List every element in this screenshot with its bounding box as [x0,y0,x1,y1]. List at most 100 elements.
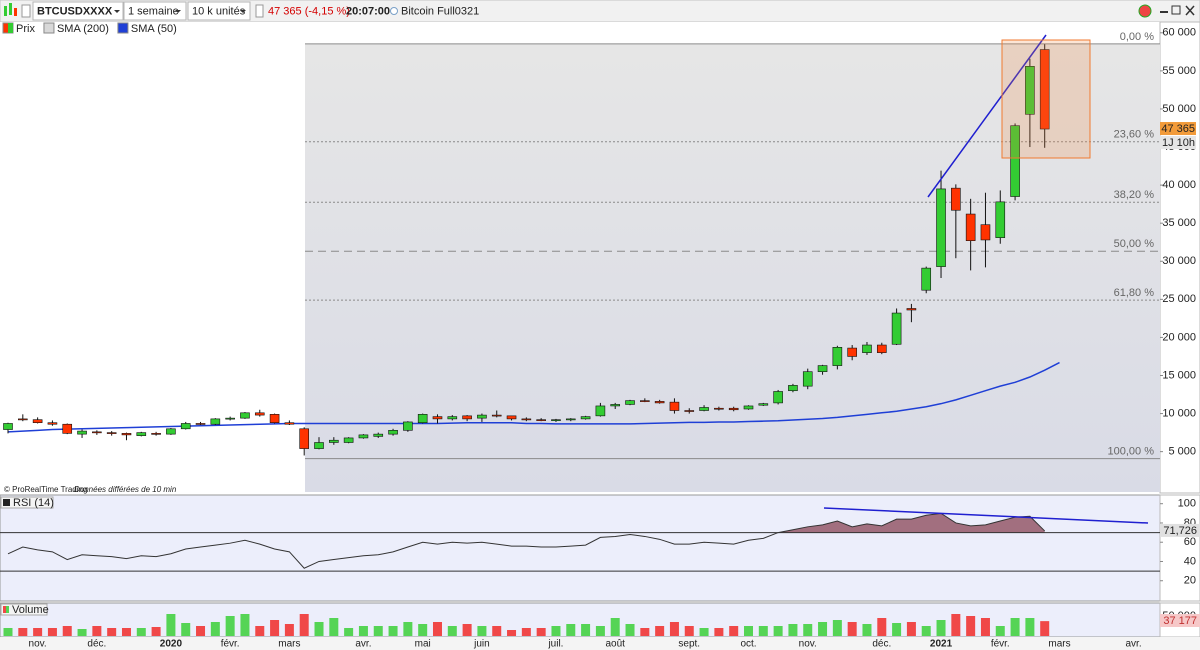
volume-bar [521,628,531,636]
volume-bar [892,623,902,636]
volume-bar [33,628,43,636]
candle-body [462,415,472,420]
volume-bar [595,626,605,636]
panel-header [0,603,48,616]
candle-body [284,422,295,425]
rsi-trend-line [823,507,1149,524]
candle-body [269,414,280,424]
candle-body [491,414,502,417]
panel-header [0,496,54,509]
candle-body [1025,66,1035,115]
legend-item [117,22,129,34]
period-box[interactable] [123,1,187,21]
volume-bar [388,626,398,636]
y-tick-label: 100 [1178,498,1196,510]
volume-bar [107,628,117,636]
volume-bar [255,626,265,636]
volume-bar [166,614,176,636]
volume-bar [18,628,28,636]
candle-body [477,414,487,419]
volume-bar [803,624,813,636]
candle-body [32,419,43,424]
candle-body [447,416,458,420]
fib-label: 61,80 % [1114,287,1155,299]
candle-body [373,433,384,437]
list-name: Bitcoin Full0321 [401,5,479,17]
y-tick-label: 60 [1184,536,1196,548]
countdown-box [1160,136,1196,150]
x-tick-label: sept. [678,639,700,650]
volume-bar [877,618,887,636]
candle-body [536,419,546,421]
volume-bar [284,624,294,636]
dropdown-arrow [240,10,246,13]
volume-bar [995,626,1005,636]
legend-label: SMA (200) [57,23,109,35]
window-controls[interactable] [1138,4,1195,18]
y-tick-label: 10 000 [1162,407,1196,419]
units: 10 k unités [192,5,246,17]
volume-bar [744,626,753,636]
fib-label: 38,20 % [1114,189,1155,201]
volume-bar [951,614,961,636]
candle-body [773,391,783,404]
x-tick-label: juil. [547,639,563,650]
candle-body [847,347,857,357]
volume-bar [270,620,280,636]
x-tick-label: mai [415,639,431,650]
volume-bar [225,616,235,636]
volume-bar [447,626,457,636]
y-tick-label: 20 000 [1162,331,1196,343]
candle-body [3,423,13,430]
price-change: 47 365 (-4,15 %) [268,5,350,17]
candle-body [151,433,161,435]
volume-bar [581,624,591,636]
volume-bar [358,626,368,636]
volume-bar [196,626,206,636]
page-icon [255,4,264,18]
units-box[interactable] [187,1,251,21]
volume-bar [210,622,220,636]
candle-body [699,407,709,411]
x-tick-label: févr. [221,639,240,650]
volume-bar [3,628,13,636]
candle-body [906,308,917,311]
candle-body [18,418,28,421]
volume-bar [47,628,57,636]
chart-type-icon[interactable] [4,3,31,18]
time: 20:07:00 [346,5,390,17]
volume-bar [773,626,783,636]
volume-bar [699,628,709,636]
legend-item [43,22,55,34]
fib-label: 0,00 % [1120,31,1154,43]
candle-body [521,418,532,421]
x-tick-label: déc. [872,639,891,650]
dropdown-arrow [114,10,120,13]
volume-bar [181,623,191,636]
volume-bar [758,626,768,636]
candle-body [195,423,206,425]
candle-body [92,431,102,434]
candle-body [551,419,561,421]
legend-label: SMA (50) [131,23,177,35]
fib-label: 100,00 % [1108,446,1155,458]
y-tick-label: 60 000 [1162,27,1196,39]
status-dot [390,7,398,15]
rsi-panel [0,494,1161,602]
y-tick-label: 50 000 [1162,103,1196,115]
x-tick-label: août [605,639,625,650]
volume-bar [921,626,931,636]
volume-bar [669,622,679,636]
fib-label: 50,00 % [1114,238,1155,250]
x-tick-label: nov. [799,639,817,650]
candle-body [788,385,798,392]
candle-body [951,187,961,211]
symbol-box[interactable] [32,1,124,21]
countdown-label: 1J 10h [1162,137,1195,149]
candle-body [358,434,369,439]
volume-bar [832,620,842,636]
candle-body [166,428,176,435]
volume-bar [966,616,976,636]
volume-bar [906,622,916,636]
symbol: BTCUSDXXXX [37,5,113,17]
